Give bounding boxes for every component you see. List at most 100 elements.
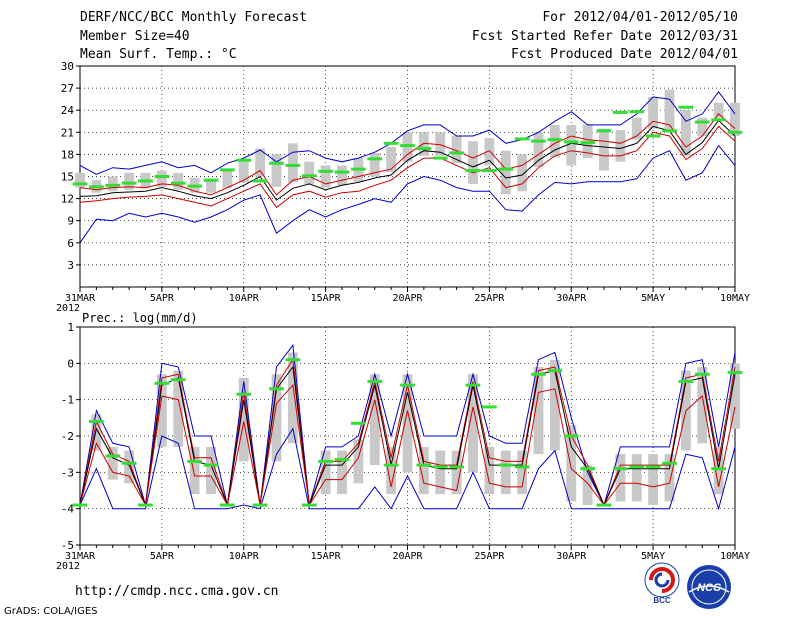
temp-spread-bar [697, 117, 708, 136]
temp-ytick-label: 6 [67, 237, 74, 250]
prec-spread-bar [271, 374, 282, 462]
prec-spread-bar [664, 454, 675, 502]
prec-spread-bar [418, 446, 429, 495]
temp-spread-bar [451, 135, 462, 164]
temp-spread-bar [435, 132, 446, 156]
temp-spread-bar [664, 89, 675, 133]
temp-spread-bar [222, 170, 233, 189]
temp-series-lower-inner [79, 125, 736, 209]
temp-series-ensemble-mean [79, 119, 736, 201]
temp-xtick-label: 15APR [311, 293, 342, 304]
temp-spread-bar [648, 96, 659, 129]
prec-spread-bar [451, 450, 462, 495]
temp-spread-bar [418, 132, 429, 156]
temp-ytick-label: 3 [67, 259, 74, 272]
prec-spread-bar [206, 446, 216, 495]
temp-spread-bar [566, 124, 577, 166]
header-right-line2: Fcst Started Refer Date 2012/03/31 [471, 29, 738, 44]
header-right-line1: For 2012/04/01-2012/05/10 [542, 10, 738, 25]
temp-series-upper-inner [79, 113, 736, 196]
prec-ytick-label: -4 [61, 503, 75, 516]
prec-spread-bar [173, 370, 184, 447]
temp-xtick-label: 20APR [392, 293, 423, 304]
temp-spread-bar [730, 102, 740, 136]
prec-spread-bar [697, 366, 708, 444]
header-title-line1: DERF/NCC/BCC Monthly Forecast [80, 10, 307, 25]
prec-spread-bar [468, 374, 478, 473]
temp-spread-bar [238, 161, 249, 183]
prec-xtick-label: 15APR [311, 551, 342, 562]
temp-spread-bar [304, 161, 315, 184]
temp-ytick-label: 27 [61, 82, 74, 95]
temp-ytick-label: 30 [61, 60, 74, 73]
prec-series-lower-inner [79, 383, 736, 507]
bcc-logo-text: BCC [653, 596, 671, 605]
prec-spread-bar [435, 450, 446, 495]
ncc-logo: NCC [687, 565, 731, 609]
prec-spread-bar [353, 439, 364, 484]
prec-spread-bar [484, 446, 495, 495]
temp-xtick-sublabel: 2012 [56, 303, 80, 314]
prec-spread-bar [189, 446, 200, 495]
prec-spread-bar [730, 363, 740, 429]
prec-spread-bar [107, 446, 118, 480]
prec-spread-bar [500, 450, 511, 495]
temp-spread-bar [615, 130, 626, 162]
prec-spread-bar [386, 446, 397, 495]
header-title-line2: Member Size=40 [80, 29, 190, 44]
prec-spread-bar [91, 414, 102, 451]
prec-chart-title: Prec.: log(mm/d) [82, 311, 198, 325]
prec-spread-bar [337, 450, 347, 495]
prec-spread-bar [582, 465, 593, 506]
prec-spread-bar [615, 454, 626, 502]
temp-spread-bar [271, 154, 282, 187]
prec-spread-bar [648, 454, 659, 506]
prec-xtick-label: 25APR [474, 551, 505, 562]
temp-ytick-label: 18 [61, 148, 74, 161]
prec-spread-bar [369, 374, 380, 466]
footer-url[interactable]: http://cmdp.ncc.cma.gov.cn [75, 584, 279, 599]
prec-spread-bar [631, 454, 642, 502]
prec-spread-bar [533, 366, 544, 455]
temp-ytick-label: 24 [61, 104, 75, 117]
temp-spread-bar [533, 132, 544, 167]
prec-series-upper-bound [79, 343, 736, 507]
temp-spread-bar [386, 147, 397, 173]
prec-ytick-label: -5 [61, 539, 74, 552]
temp-spread-bar [369, 152, 380, 177]
temp-xtick-label: 30APR [556, 293, 587, 304]
temp-spread-bar [124, 172, 135, 190]
prec-spread-bar [566, 425, 577, 502]
bcc-logo: BCC [644, 562, 680, 605]
temp-spread-bar [599, 128, 609, 171]
prec-xtick-label: 5APR [150, 551, 175, 562]
prec-ytick-label: 0 [67, 357, 74, 370]
temp-ytick-label: 12 [61, 193, 74, 206]
prec-xtick-label: 10APR [229, 551, 260, 562]
header-right-line3: Fcst Produced Date 2012/04/01 [511, 47, 738, 62]
temp-xtick-label: 25APR [474, 293, 505, 304]
temp-spread-bar [287, 143, 298, 183]
temp-xtick-label: 5MAY [641, 293, 665, 304]
temp-spread-bar [500, 150, 511, 195]
temp-series-lower-bound [79, 144, 736, 244]
prec-xtick-label: 30APR [556, 551, 587, 562]
prec-spread-bar [238, 377, 249, 462]
temp-ytick-label: 15 [61, 171, 74, 184]
temp-spread-bar [320, 165, 331, 188]
prec-spread-bar [124, 450, 135, 484]
temp-spread-bar [631, 117, 642, 140]
prec-spread-bar [320, 450, 331, 495]
prec-spread-bar [402, 374, 413, 473]
temp-spread-bar [173, 172, 184, 190]
prec-spread-bar [549, 359, 560, 451]
prec-xtick-sublabel: 2012 [56, 561, 80, 572]
prec-spread-bar [713, 446, 724, 495]
temp-series-upper-bound [79, 90, 736, 175]
prec-spread-bar [517, 450, 528, 495]
temp-spread-bar [484, 138, 495, 166]
temp-ytick-label: 21 [61, 126, 74, 139]
